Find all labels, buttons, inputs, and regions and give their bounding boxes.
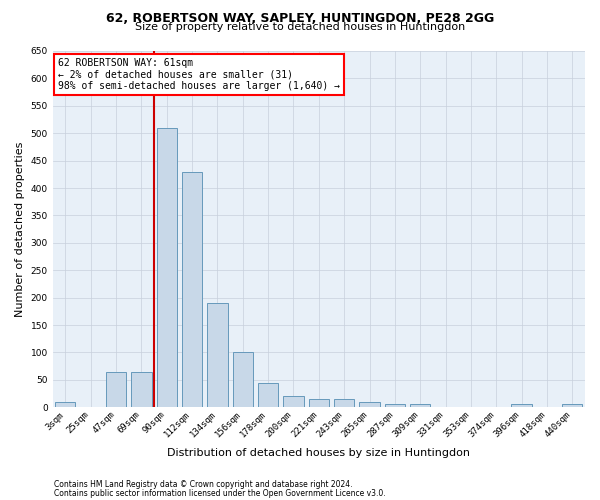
Bar (157, 128, 177, 407)
Bar (131, 372, 152, 407)
Text: Contains public sector information licensed under the Open Government Licence v3: Contains public sector information licen… (54, 489, 386, 498)
Text: Size of property relative to detached houses in Huntingdon: Size of property relative to detached ho… (135, 22, 465, 32)
Bar (283, 396, 304, 407)
Bar (359, 402, 380, 407)
X-axis label: Distribution of detached houses by size in Huntingdon: Distribution of detached houses by size … (167, 448, 470, 458)
Bar (106, 372, 126, 407)
Bar (511, 404, 532, 407)
Text: 62 ROBERTSON WAY: 61sqm
← 2% of detached houses are smaller (31)
98% of semi-det: 62 ROBERTSON WAY: 61sqm ← 2% of detached… (58, 58, 340, 92)
Bar (207, 303, 227, 407)
Bar (308, 399, 329, 407)
Bar (182, 172, 202, 407)
Bar (233, 352, 253, 407)
Y-axis label: Number of detached properties: Number of detached properties (15, 142, 25, 317)
Bar (334, 399, 355, 407)
Bar (562, 404, 583, 407)
Text: 62, ROBERTSON WAY, SAPLEY, HUNTINGDON, PE28 2GG: 62, ROBERTSON WAY, SAPLEY, HUNTINGDON, P… (106, 12, 494, 26)
Text: Contains HM Land Registry data © Crown copyright and database right 2024.: Contains HM Land Registry data © Crown c… (54, 480, 353, 489)
Bar (385, 404, 405, 407)
Bar (258, 382, 278, 407)
Bar (410, 404, 430, 407)
Bar (55, 402, 76, 407)
